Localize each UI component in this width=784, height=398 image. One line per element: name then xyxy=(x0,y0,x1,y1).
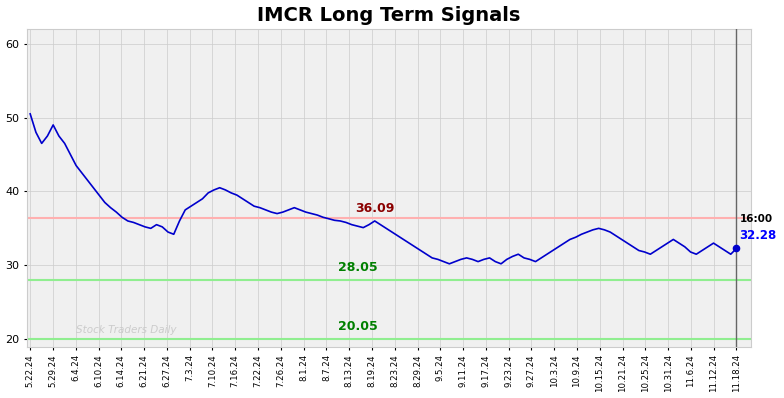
Text: Stock Traders Daily: Stock Traders Daily xyxy=(76,325,176,335)
Text: 36.09: 36.09 xyxy=(355,202,394,215)
Text: 32.28: 32.28 xyxy=(739,229,777,242)
Text: 28.05: 28.05 xyxy=(338,261,377,274)
Title: IMCR Long Term Signals: IMCR Long Term Signals xyxy=(257,6,521,25)
Point xyxy=(730,245,742,252)
Text: 20.05: 20.05 xyxy=(338,320,377,333)
Text: 16:00: 16:00 xyxy=(739,215,772,224)
